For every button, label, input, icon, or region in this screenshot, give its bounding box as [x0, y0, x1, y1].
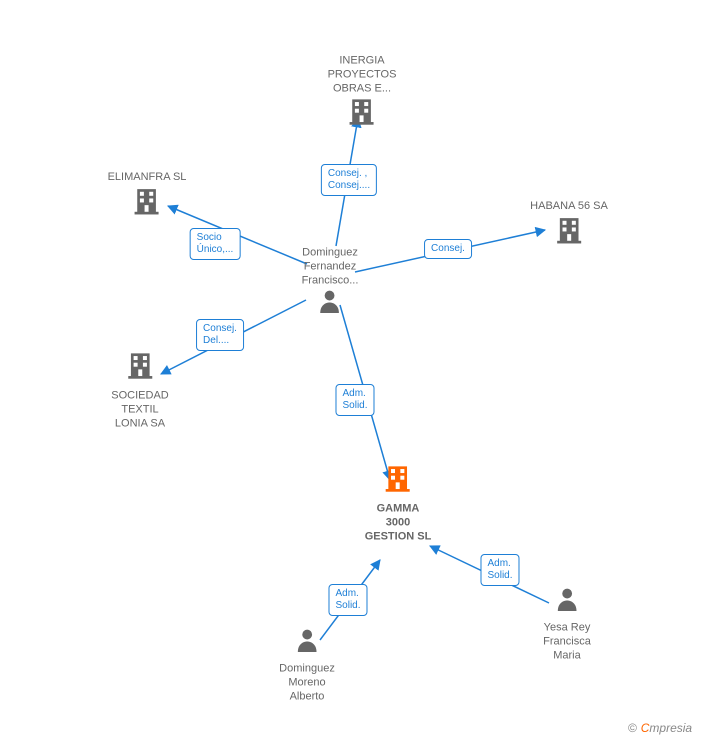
node-dominguez_f[interactable]: Dominguez Fernandez Francisco...: [302, 244, 359, 321]
node-elimanfra[interactable]: ELIMANFRA SL: [108, 169, 187, 223]
node-dominguez_m[interactable]: Dominguez Moreno Alberto: [279, 626, 335, 703]
node-label: ELIMANFRA SL: [108, 171, 187, 185]
edge-label-dominguez_f-habana: Consej.: [424, 239, 472, 259]
building-icon: [124, 349, 156, 387]
node-yesa[interactable]: Yesa Rey Francisca Maria: [543, 585, 591, 662]
copyright-c: C: [641, 721, 650, 735]
person-icon: [553, 585, 581, 619]
building-icon: [382, 462, 414, 500]
edge-label-dominguez_m-gamma: Adm. Solid.: [328, 584, 367, 616]
node-inergia[interactable]: INERGIA PROYECTOS OBRAS E...: [328, 52, 397, 133]
node-label: SOCIEDAD TEXTIL LONIA SA: [111, 389, 168, 430]
copyright-rest: mpresia: [649, 721, 692, 735]
copyright: © Cmpresia: [628, 721, 692, 735]
building-icon: [553, 214, 585, 252]
person-icon: [316, 288, 344, 322]
node-label: Yesa Rey Francisca Maria: [543, 621, 591, 662]
network-diagram: INERGIA PROYECTOS OBRAS E... ELIMANFRA S…: [0, 0, 728, 740]
node-label: Dominguez Fernandez Francisco...: [302, 246, 359, 287]
edge-label-dominguez_f-textil: Consej. Del....: [196, 319, 244, 351]
edge-label-dominguez_f-elimanfra: Socio Único,...: [190, 228, 241, 260]
node-label: Dominguez Moreno Alberto: [279, 662, 335, 703]
node-label: GAMMA 3000 GESTION SL: [365, 502, 432, 543]
node-habana[interactable]: HABANA 56 SA: [530, 198, 608, 252]
node-label: HABANA 56 SA: [530, 200, 608, 214]
edge-label-dominguez_f-inergia: Consej. , Consej....: [321, 164, 377, 196]
node-textil[interactable]: SOCIEDAD TEXTIL LONIA SA: [111, 349, 168, 430]
person-icon: [293, 626, 321, 660]
building-icon: [131, 185, 163, 223]
building-icon: [346, 96, 378, 134]
node-label: INERGIA PROYECTOS OBRAS E...: [328, 54, 397, 95]
copyright-symbol: ©: [628, 721, 637, 735]
edge-label-dominguez_f-gamma: Adm. Solid.: [335, 384, 374, 416]
edge-label-yesa-gamma: Adm. Solid.: [480, 554, 519, 586]
node-gamma[interactable]: GAMMA 3000 GESTION SL: [365, 462, 432, 543]
